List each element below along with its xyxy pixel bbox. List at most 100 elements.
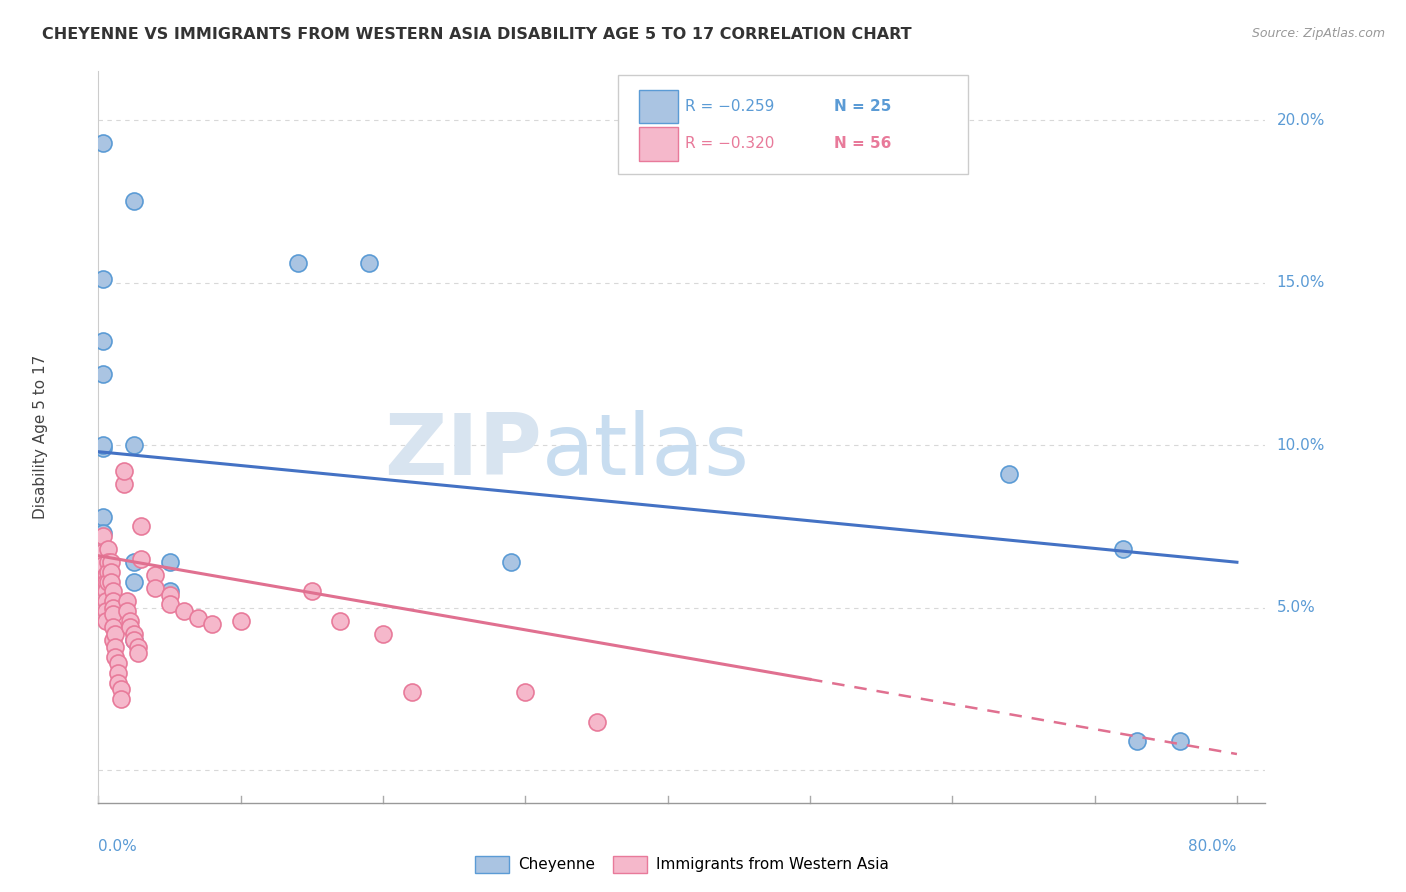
- Point: [101, 620, 124, 634]
- Point: [94, 594, 117, 608]
- Point: [94, 604, 117, 618]
- Point: [998, 467, 1021, 482]
- Point: [104, 640, 127, 654]
- Point: [501, 555, 523, 569]
- Point: [91, 558, 114, 573]
- Point: [101, 594, 124, 608]
- Text: 80.0%: 80.0%: [1188, 839, 1236, 855]
- Point: [201, 617, 224, 632]
- Point: [122, 438, 145, 452]
- FancyBboxPatch shape: [638, 127, 679, 161]
- Text: 5.0%: 5.0%: [1277, 600, 1315, 615]
- Point: [91, 334, 114, 348]
- Point: [159, 598, 181, 612]
- Point: [122, 633, 145, 648]
- Point: [401, 685, 423, 699]
- Point: [1112, 542, 1135, 557]
- Point: [585, 714, 607, 729]
- Point: [122, 633, 145, 648]
- Point: [97, 574, 120, 589]
- Point: [91, 438, 114, 452]
- Point: [97, 565, 120, 579]
- Point: [143, 568, 166, 582]
- Text: CHEYENNE VS IMMIGRANTS FROM WESTERN ASIA DISABILITY AGE 5 TO 17 CORRELATION CHAR: CHEYENNE VS IMMIGRANTS FROM WESTERN ASIA…: [42, 27, 912, 42]
- Point: [94, 574, 117, 589]
- Point: [94, 584, 117, 599]
- Point: [94, 614, 117, 628]
- Point: [122, 555, 145, 569]
- Point: [115, 594, 138, 608]
- Point: [101, 633, 124, 648]
- Point: [173, 604, 195, 618]
- Point: [112, 464, 135, 478]
- Point: [287, 256, 309, 270]
- FancyBboxPatch shape: [638, 90, 679, 123]
- Text: Source: ZipAtlas.com: Source: ZipAtlas.com: [1251, 27, 1385, 40]
- Point: [91, 526, 114, 541]
- Point: [100, 574, 122, 589]
- Point: [91, 558, 114, 573]
- Point: [159, 588, 181, 602]
- Point: [101, 584, 124, 599]
- Point: [159, 555, 181, 569]
- Point: [127, 640, 149, 654]
- Point: [91, 549, 114, 563]
- Point: [97, 542, 120, 557]
- Point: [104, 649, 127, 664]
- Point: [110, 691, 132, 706]
- Point: [329, 614, 352, 628]
- Point: [1168, 734, 1191, 748]
- Point: [357, 256, 380, 270]
- Point: [115, 604, 138, 618]
- Text: N = 25: N = 25: [834, 99, 891, 114]
- Point: [91, 272, 114, 286]
- Text: 0.0%: 0.0%: [98, 839, 138, 855]
- Point: [91, 529, 114, 543]
- Text: N = 56: N = 56: [834, 136, 891, 152]
- Point: [112, 477, 135, 491]
- Point: [118, 614, 141, 628]
- Point: [1126, 734, 1149, 748]
- Point: [159, 584, 181, 599]
- Text: 10.0%: 10.0%: [1277, 438, 1324, 453]
- Point: [91, 545, 114, 559]
- FancyBboxPatch shape: [617, 75, 967, 174]
- Legend: Cheyenne, Immigrants from Western Asia: Cheyenne, Immigrants from Western Asia: [470, 849, 894, 880]
- Point: [91, 367, 114, 381]
- Text: Disability Age 5 to 17: Disability Age 5 to 17: [32, 355, 48, 519]
- Point: [104, 626, 127, 640]
- Point: [94, 568, 117, 582]
- Text: 20.0%: 20.0%: [1277, 112, 1324, 128]
- Point: [301, 584, 323, 599]
- Text: atlas: atlas: [541, 410, 749, 493]
- Point: [91, 509, 114, 524]
- Point: [229, 614, 252, 628]
- Point: [91, 545, 114, 559]
- Point: [107, 675, 129, 690]
- Point: [101, 607, 124, 622]
- Point: [187, 610, 209, 624]
- Point: [97, 555, 120, 569]
- Text: ZIP: ZIP: [384, 410, 541, 493]
- Point: [100, 555, 122, 569]
- Point: [129, 552, 152, 566]
- Point: [143, 581, 166, 595]
- Point: [118, 620, 141, 634]
- Text: R = −0.259: R = −0.259: [685, 99, 775, 114]
- Point: [127, 646, 149, 660]
- Point: [110, 681, 132, 696]
- Point: [122, 626, 145, 640]
- Point: [129, 519, 152, 533]
- Text: R = −0.320: R = −0.320: [685, 136, 775, 152]
- Text: 15.0%: 15.0%: [1277, 275, 1324, 290]
- Point: [122, 574, 145, 589]
- Point: [122, 194, 145, 209]
- Point: [100, 565, 122, 579]
- Point: [107, 656, 129, 670]
- Point: [515, 685, 537, 699]
- Point: [101, 600, 124, 615]
- Point: [371, 626, 394, 640]
- Point: [91, 136, 114, 150]
- Point: [107, 665, 129, 680]
- Point: [91, 442, 114, 456]
